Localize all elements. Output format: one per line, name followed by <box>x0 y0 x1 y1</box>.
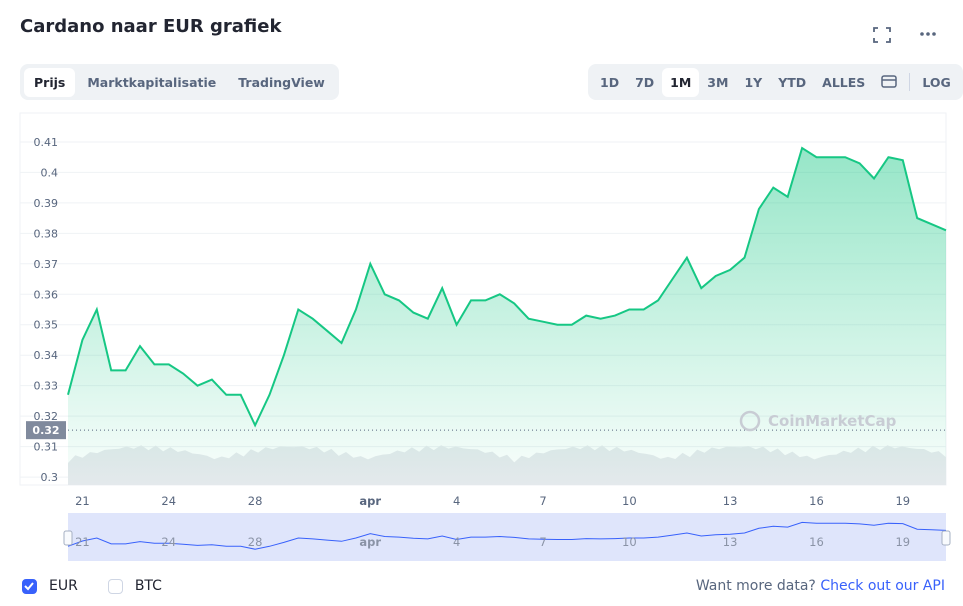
legend-item[interactable]: EUR <box>22 578 78 594</box>
footer: Want more data? Check out our API <box>696 578 945 594</box>
navigator-tick-label: 10 <box>622 535 637 549</box>
x-tick-label: 10 <box>622 494 637 508</box>
tab[interactable]: Prijs <box>24 67 76 97</box>
title: Cardano naar EUR grafiek <box>20 16 282 37</box>
range-button[interactable]: ALLES <box>822 74 866 90</box>
more-icon[interactable] <box>920 32 936 36</box>
area-fill <box>68 148 946 485</box>
x-tick-label: apr <box>359 494 381 508</box>
watermark-logo <box>739 410 761 432</box>
range-button[interactable]: YTD <box>778 74 807 90</box>
tab[interactable]: TradingView <box>238 74 325 90</box>
y-tick-label: 0.41 <box>34 136 59 149</box>
x-tick-label: 13 <box>723 494 738 508</box>
legend-item[interactable]: BTC <box>107 578 162 594</box>
navigator-handle <box>941 530 951 546</box>
navigator-tick-label: 16 <box>809 535 824 549</box>
y-tick-label: 0.35 <box>34 319 59 332</box>
y-tick-label: 0.37 <box>34 258 59 271</box>
range-button[interactable]: 1D <box>600 74 620 90</box>
checkbox[interactable] <box>22 578 37 594</box>
x-tick-label: 24 <box>161 494 176 508</box>
y-tick-label: 0.3 <box>41 471 59 484</box>
chart: 0.3 0.31 0.32 0.33 0.34 0.35 0.36 0.37 0.38 0.39 0… <box>19 112 951 561</box>
navigator-tick-label: 21 <box>75 535 90 549</box>
watermark: CoinMarketCap <box>768 412 897 430</box>
reference-label: 0.32 <box>32 424 59 437</box>
navigator-handle <box>63 530 73 546</box>
navigator-tick-label: 4 <box>453 535 460 549</box>
icons <box>873 27 936 43</box>
reference-label-box <box>26 421 66 440</box>
price-line <box>67 146 947 428</box>
legend-label: EUR <box>49 578 78 594</box>
y-tick-label: 0.34 <box>34 349 59 362</box>
legend-label: BTC <box>134 578 162 594</box>
tab-group: Prijs Marktkapitalisatie TradingView <box>20 64 339 100</box>
navigator-tick-label: 19 <box>895 535 910 549</box>
legend: EUR BTC <box>22 578 178 594</box>
range-button[interactable]: 1M <box>662 67 700 97</box>
navigator-tick-label: 13 <box>723 535 738 549</box>
x-tick-label: 21 <box>75 494 90 508</box>
api-link[interactable]: Check out our API <box>820 578 945 594</box>
checkbox[interactable] <box>107 578 123 594</box>
fullscreen-icon[interactable] <box>873 27 891 43</box>
calendar-button[interactable] <box>873 67 905 98</box>
log-button[interactable]: LOG <box>922 74 951 90</box>
navigator-line <box>67 521 947 550</box>
x-tick-label: 4 <box>453 494 460 508</box>
range-button[interactable]: 3M <box>707 74 729 90</box>
y-tick-label: 0.31 <box>34 441 59 454</box>
range-group: 1D 7D 1M 3M 1Y YTD ALLES LOG <box>588 64 963 100</box>
x-tick-label: 19 <box>895 494 910 508</box>
navigator-tick-label: apr <box>359 535 381 549</box>
x-tick-label: 16 <box>809 494 824 508</box>
y-tick-label: 0.33 <box>34 380 59 393</box>
y-tick-label: 0.39 <box>34 197 59 210</box>
y-tick-label: 0.38 <box>34 227 59 240</box>
range-button[interactable]: 7D <box>635 74 655 90</box>
footer-text: Want more data? <box>695 578 816 594</box>
separator <box>909 73 911 91</box>
y-tick-label: 0.32 <box>34 410 59 423</box>
x-tick-label: 28 <box>248 494 263 508</box>
x-tick-label: 7 <box>539 494 546 508</box>
tab[interactable]: Marktkapitalisatie <box>87 74 217 90</box>
range-button[interactable]: 1Y <box>744 74 763 90</box>
y-tick-label: 0.4 <box>41 166 59 179</box>
navigator-tick-label: 7 <box>539 535 546 549</box>
y-tick-label: 0.36 <box>34 288 59 301</box>
navigator-tick-label: 24 <box>161 535 176 549</box>
navigator-tick-label: 28 <box>248 535 263 549</box>
